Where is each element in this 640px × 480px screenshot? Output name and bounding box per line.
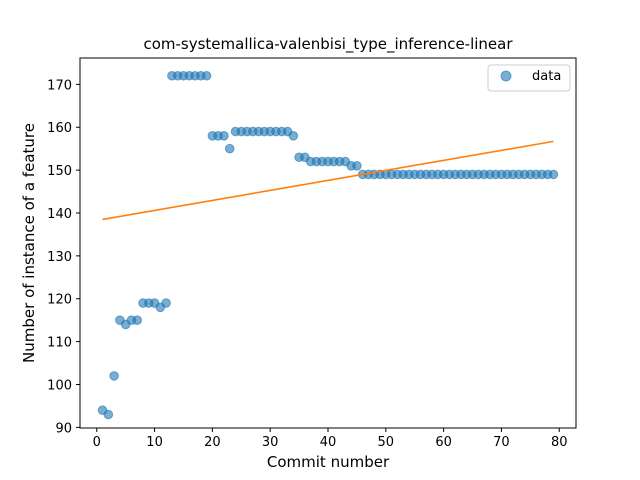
data-point [225,144,234,153]
x-tick-label: 20 [204,435,221,450]
legend: data [488,65,570,91]
x-tick-label: 80 [551,435,568,450]
data-point [353,162,362,171]
legend-label-data: data [532,69,561,84]
data-point [104,410,113,419]
x-tick-label: 30 [262,435,279,450]
x-tick-label: 0 [93,435,101,450]
y-tick-label: 100 [47,378,72,393]
x-tick-label: 60 [435,435,452,450]
x-tick-label: 70 [493,435,510,450]
y-tick-label: 170 [47,78,72,93]
data-point [202,71,211,80]
x-tick-label: 40 [320,435,337,450]
y-tick-label: 150 [47,164,72,179]
data-point [110,372,119,381]
y-tick-label: 140 [47,207,72,222]
legend-marker-data [501,71,511,81]
y-tick-label: 90 [55,421,72,436]
data-point [133,316,142,325]
data-point [220,132,229,141]
y-axis-title: Number of instance of a feature [20,123,38,363]
y-tick-label: 110 [47,336,72,351]
x-tick-label: 10 [146,435,163,450]
data-point [549,170,558,179]
y-tick-label: 160 [47,121,72,136]
x-tick-label: 50 [378,435,395,450]
data-point [289,132,298,141]
x-axis-title: Commit number [267,453,390,471]
y-tick-label: 120 [47,293,72,308]
chart-title: com-systemallica-valenbisi_type_inferenc… [143,35,513,54]
y-tick-label: 130 [47,250,72,265]
data-point [162,299,171,308]
